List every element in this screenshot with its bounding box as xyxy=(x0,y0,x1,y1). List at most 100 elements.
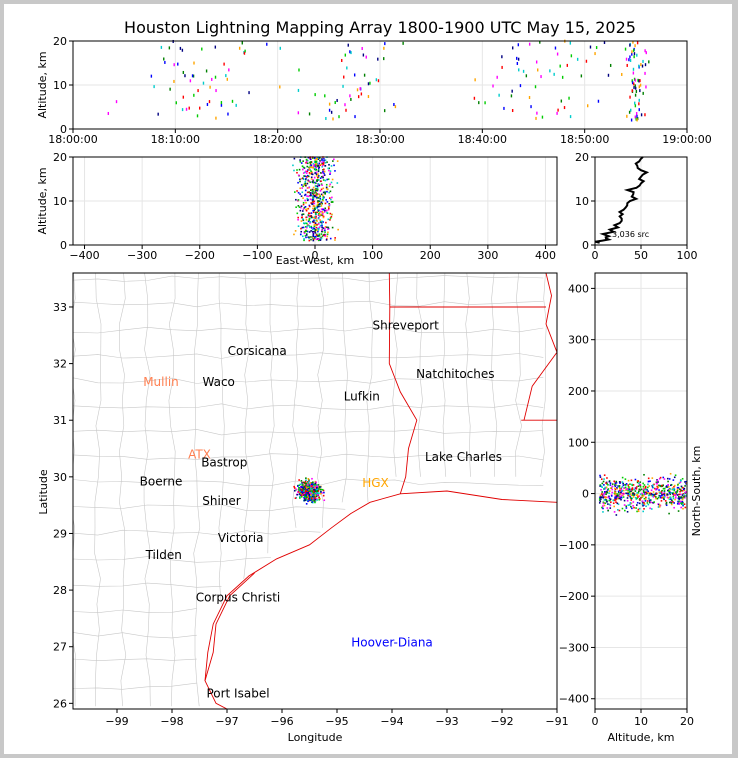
source-point xyxy=(313,207,316,210)
source-point xyxy=(329,219,331,221)
source-point xyxy=(324,161,327,164)
longitude-tick-label: −94 xyxy=(380,715,403,728)
county-line xyxy=(193,273,201,707)
source-point xyxy=(313,188,316,191)
source-point xyxy=(638,85,641,89)
source-point xyxy=(312,163,315,165)
source-point xyxy=(303,481,305,484)
source-point xyxy=(642,485,645,488)
source-point xyxy=(279,85,281,89)
source-point xyxy=(640,488,643,491)
source-point xyxy=(602,496,604,498)
source-point xyxy=(173,63,175,67)
source-point xyxy=(314,489,317,492)
source-point xyxy=(668,492,671,494)
source-point xyxy=(299,490,301,492)
source-point xyxy=(303,184,306,187)
source-point xyxy=(197,89,199,93)
source-point xyxy=(182,95,185,99)
source-point xyxy=(630,489,632,492)
source-point xyxy=(317,169,320,172)
source-point xyxy=(297,204,300,207)
source-point xyxy=(317,484,320,486)
source-point xyxy=(629,43,631,47)
source-point xyxy=(624,47,627,51)
source-point xyxy=(317,174,320,177)
source-point xyxy=(641,495,644,498)
source-point xyxy=(328,203,331,206)
source-point xyxy=(658,491,661,493)
source-point xyxy=(312,496,315,498)
source-point xyxy=(317,230,319,233)
source-point xyxy=(330,110,333,114)
source-point xyxy=(177,62,179,66)
source-point xyxy=(312,227,315,229)
source-point xyxy=(309,157,311,159)
source-point xyxy=(310,238,312,241)
source-point xyxy=(315,166,317,169)
source-point xyxy=(626,510,629,513)
source-point xyxy=(307,224,309,226)
source-point xyxy=(641,492,643,495)
source-point xyxy=(304,171,306,174)
source-point xyxy=(308,205,311,208)
county-line xyxy=(73,300,544,308)
plan-view-ticks: −99 −98 −97 −96 −95 −94 −93 −92 −91 26 27 28 29 30 31 3… xyxy=(53,301,569,728)
altitude-histogram-panel: 0 50 100 0 10 20 3,036 src xyxy=(575,151,698,262)
source-point xyxy=(630,479,633,482)
source-point xyxy=(300,162,303,164)
county-line xyxy=(218,273,225,605)
source-point xyxy=(318,212,320,215)
source-point xyxy=(324,235,327,237)
east-west-tick-label: 0 xyxy=(312,249,319,262)
source-point xyxy=(191,74,194,78)
county-line xyxy=(316,273,324,528)
source-point xyxy=(309,158,312,161)
source-point xyxy=(310,202,312,204)
source-point xyxy=(602,507,604,510)
source-point xyxy=(308,219,310,221)
source-point xyxy=(670,502,673,504)
source-point xyxy=(308,186,310,189)
source-point xyxy=(660,500,663,502)
source-point xyxy=(298,168,301,171)
source-point xyxy=(639,493,642,495)
county-line xyxy=(73,682,197,690)
source-point xyxy=(673,489,676,492)
source-point xyxy=(305,209,308,212)
source-point xyxy=(307,175,310,178)
source-point xyxy=(665,504,668,507)
source-point xyxy=(638,482,640,485)
source-point xyxy=(309,166,311,169)
source-point xyxy=(302,226,305,229)
source-point xyxy=(243,51,246,55)
source-point xyxy=(313,157,316,159)
source-point xyxy=(314,484,316,487)
source-point xyxy=(672,497,675,500)
source-point xyxy=(303,482,306,485)
source-point xyxy=(311,188,314,191)
source-point xyxy=(324,179,327,182)
source-point xyxy=(313,176,316,179)
source-point xyxy=(619,487,621,490)
north-south-tick-label: 100 xyxy=(568,436,589,449)
source-point xyxy=(300,491,302,494)
source-point xyxy=(316,211,318,214)
source-point xyxy=(314,501,316,504)
source-point xyxy=(304,182,307,185)
source-point xyxy=(535,116,537,120)
source-point xyxy=(322,208,325,211)
county-line xyxy=(73,529,321,536)
source-point xyxy=(311,501,314,503)
source-point xyxy=(658,494,661,497)
source-point xyxy=(320,233,323,235)
source-point xyxy=(150,74,153,78)
source-point xyxy=(311,236,314,239)
source-point xyxy=(650,493,653,495)
source-point xyxy=(308,180,311,182)
source-point xyxy=(300,227,302,230)
source-point xyxy=(320,205,323,207)
city-label: ATX xyxy=(188,448,211,462)
source-point xyxy=(629,58,632,62)
source-point xyxy=(609,507,612,509)
